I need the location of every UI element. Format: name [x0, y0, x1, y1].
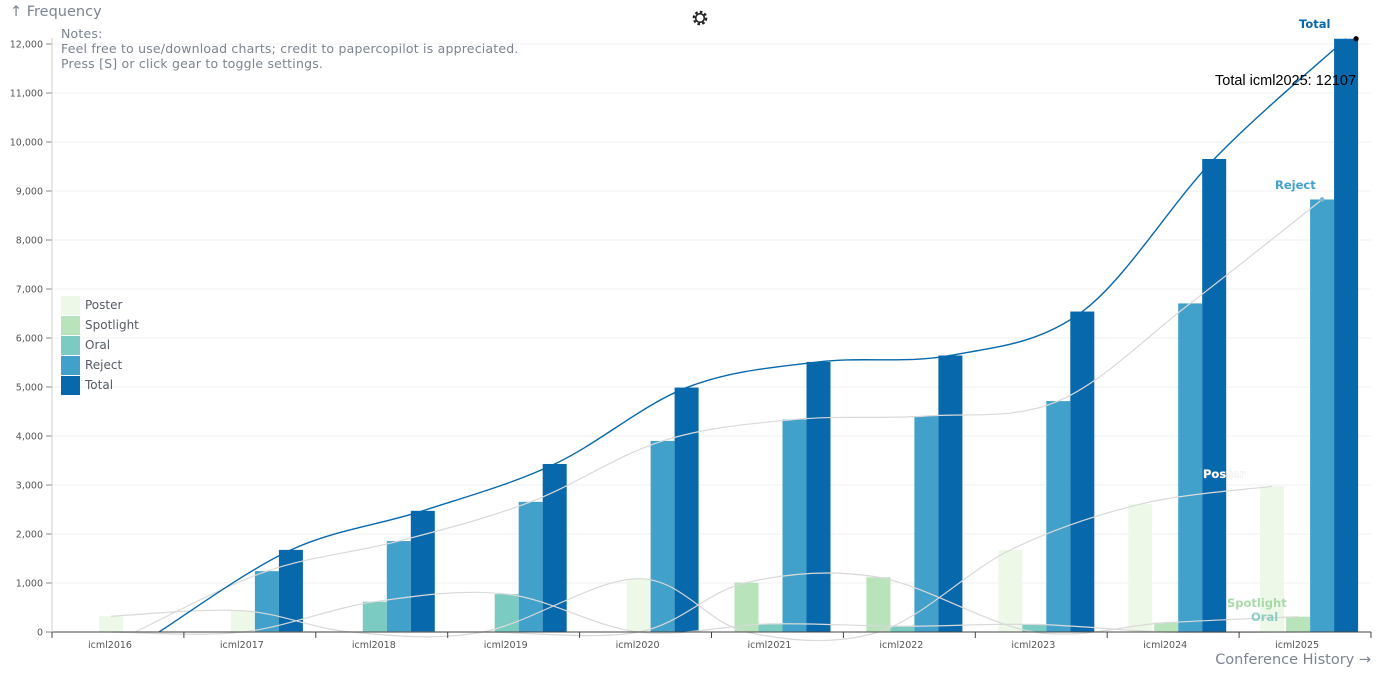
notes-settings-hint: Press [S] or click gear to toggle settin… — [61, 56, 324, 71]
bar-reject — [1046, 401, 1071, 632]
trend-line-poster — [110, 485, 1273, 642]
bar-reject — [1178, 303, 1203, 632]
y-tick-label: 5,000 — [16, 383, 43, 394]
bar-total — [674, 387, 699, 632]
legend-swatch-total — [61, 375, 80, 395]
series-end-label: Poster — [1203, 467, 1245, 481]
bar-poster — [99, 616, 123, 632]
y-tick-label: 1,000 — [16, 579, 43, 590]
bar-total — [1070, 311, 1095, 632]
bar-oral — [890, 626, 915, 632]
hover-tooltip: Total icml2025: 12107 — [1215, 73, 1356, 89]
bar-spotlight — [1286, 616, 1311, 632]
bar-reject — [650, 440, 675, 632]
legend-swatch-poster — [61, 295, 80, 315]
legend-item-poster[interactable]: Poster — [61, 295, 139, 315]
x-tick-label: icml2023 — [1011, 640, 1055, 651]
notes-credit: Feel free to use/download charts; credit… — [61, 41, 519, 56]
x-axis-title: Conference History → — [1215, 652, 1371, 668]
legend-swatch-oral — [61, 335, 80, 355]
bar-total — [410, 510, 435, 632]
gear-icon[interactable] — [690, 8, 710, 28]
y-tick-label: 11,000 — [10, 89, 43, 100]
legend-label-spotlight: Spotlight — [85, 318, 139, 332]
y-tick-label: 3,000 — [16, 481, 43, 492]
bar-total — [1334, 38, 1359, 632]
bar-oral — [494, 594, 519, 632]
x-tick-label: icml2025 — [1275, 640, 1319, 651]
legend-label-oral: Oral — [85, 338, 111, 352]
bar-poster — [626, 578, 651, 632]
bar-reject — [782, 419, 807, 632]
legend-label-reject: Reject — [85, 358, 123, 372]
bar-total — [938, 355, 963, 632]
legend-item-total[interactable]: Total — [61, 375, 139, 395]
legend-swatch-spotlight — [61, 315, 80, 335]
y-tick-label: 7,000 — [16, 285, 43, 296]
x-tick-label: icml2016 — [88, 640, 132, 651]
x-tick-label: icml2017 — [220, 640, 264, 651]
trend-line-oral — [110, 591, 1299, 635]
legend-item-oral[interactable]: Oral — [61, 335, 139, 355]
y-tick-label: 8,000 — [16, 236, 43, 247]
bar-spotlight — [866, 577, 891, 632]
bar-reject — [1310, 199, 1335, 633]
chart-notes: Notes: Feel free to use/download charts;… — [61, 26, 519, 71]
series-end-label: Oral — [1251, 610, 1278, 624]
bar-poster — [1260, 486, 1285, 632]
legend-swatch-reject — [61, 355, 80, 375]
reject-end-marker — [1319, 197, 1325, 202]
bar-poster — [998, 550, 1023, 632]
series-end-label: Spotlight — [1227, 596, 1287, 610]
y-tick-label: 0 — [37, 628, 43, 639]
x-tick-label: icml2019 — [484, 640, 528, 651]
bar-reject — [518, 501, 543, 632]
legend-label-total: Total — [85, 378, 114, 392]
series-end-label: Reject — [1275, 178, 1316, 192]
y-tick-label: 9,000 — [16, 187, 43, 198]
notes-heading: Notes: — [61, 26, 103, 41]
y-tick-label: 6,000 — [16, 334, 43, 345]
y-tick-label: 4,000 — [16, 432, 43, 443]
bars — [99, 38, 1359, 633]
bar-oral — [758, 623, 783, 632]
legend-item-spotlight[interactable]: Spotlight — [61, 315, 139, 335]
bar-spotlight — [1154, 622, 1179, 632]
bar-reject — [386, 541, 411, 632]
bar-poster — [1128, 504, 1153, 632]
bar-oral — [362, 601, 387, 632]
legend-label-poster: Poster — [85, 298, 123, 312]
bar-total — [806, 361, 831, 632]
y-tick-label: 10,000 — [10, 138, 43, 149]
bar-reject — [914, 416, 939, 632]
bar-oral — [1022, 624, 1047, 632]
x-tick-label: icml2018 — [352, 640, 396, 651]
x-tick-label: icml2022 — [879, 640, 923, 651]
y-tick-label: 2,000 — [16, 530, 43, 541]
x-tick-label: icml2024 — [1143, 640, 1187, 651]
bar-total — [1202, 159, 1227, 633]
y-axis-title: ↑ Frequency — [10, 4, 102, 20]
bar-reject — [254, 571, 279, 632]
legend-item-reject[interactable]: Reject — [61, 355, 139, 375]
x-tick-label: icml2020 — [616, 640, 660, 651]
trend-line-total — [158, 38, 1347, 633]
series-end-label: Total — [1299, 17, 1330, 31]
bar-spotlight — [734, 582, 759, 632]
total-end-marker — [1353, 36, 1359, 42]
bar-poster — [230, 610, 255, 632]
x-tick-label: icml2021 — [748, 640, 792, 651]
y-tick-label: 12,000 — [10, 40, 43, 51]
chart-legend: Poster Spotlight Oral Reject Total — [61, 295, 139, 395]
trend-line-reject — [134, 199, 1323, 633]
